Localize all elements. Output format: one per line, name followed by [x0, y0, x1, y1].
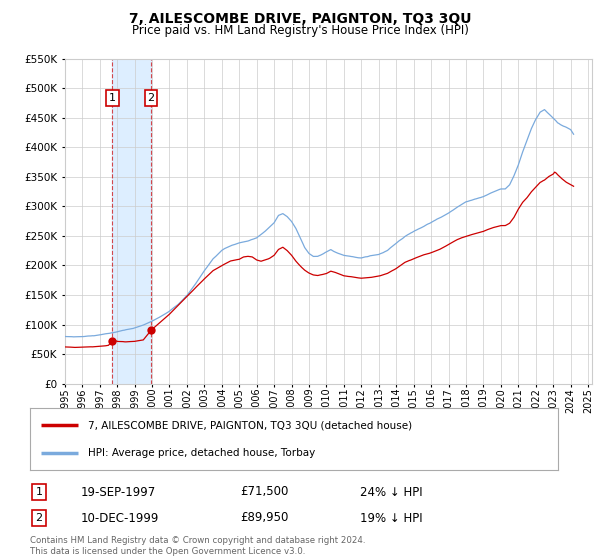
Text: 19-SEP-1997: 19-SEP-1997 — [81, 486, 156, 498]
Text: 7, AILESCOMBE DRIVE, PAIGNTON, TQ3 3QU (detached house): 7, AILESCOMBE DRIVE, PAIGNTON, TQ3 3QU (… — [88, 421, 412, 430]
Text: Price paid vs. HM Land Registry's House Price Index (HPI): Price paid vs. HM Land Registry's House … — [131, 24, 469, 36]
Text: 2: 2 — [148, 93, 155, 103]
Text: HPI: Average price, detached house, Torbay: HPI: Average price, detached house, Torb… — [88, 447, 316, 458]
Text: Contains HM Land Registry data © Crown copyright and database right 2024.
This d: Contains HM Land Registry data © Crown c… — [30, 536, 365, 556]
Text: £71,500: £71,500 — [240, 486, 289, 498]
Bar — [112, 59, 151, 384]
Text: 24% ↓ HPI: 24% ↓ HPI — [360, 486, 422, 498]
Text: £89,950: £89,950 — [240, 511, 289, 525]
Text: 1: 1 — [35, 487, 43, 497]
Text: 2: 2 — [35, 513, 43, 523]
Text: 19% ↓ HPI: 19% ↓ HPI — [360, 511, 422, 525]
Text: 1: 1 — [109, 93, 116, 103]
Text: 7, AILESCOMBE DRIVE, PAIGNTON, TQ3 3QU: 7, AILESCOMBE DRIVE, PAIGNTON, TQ3 3QU — [129, 12, 471, 26]
Text: 10-DEC-1999: 10-DEC-1999 — [81, 511, 160, 525]
